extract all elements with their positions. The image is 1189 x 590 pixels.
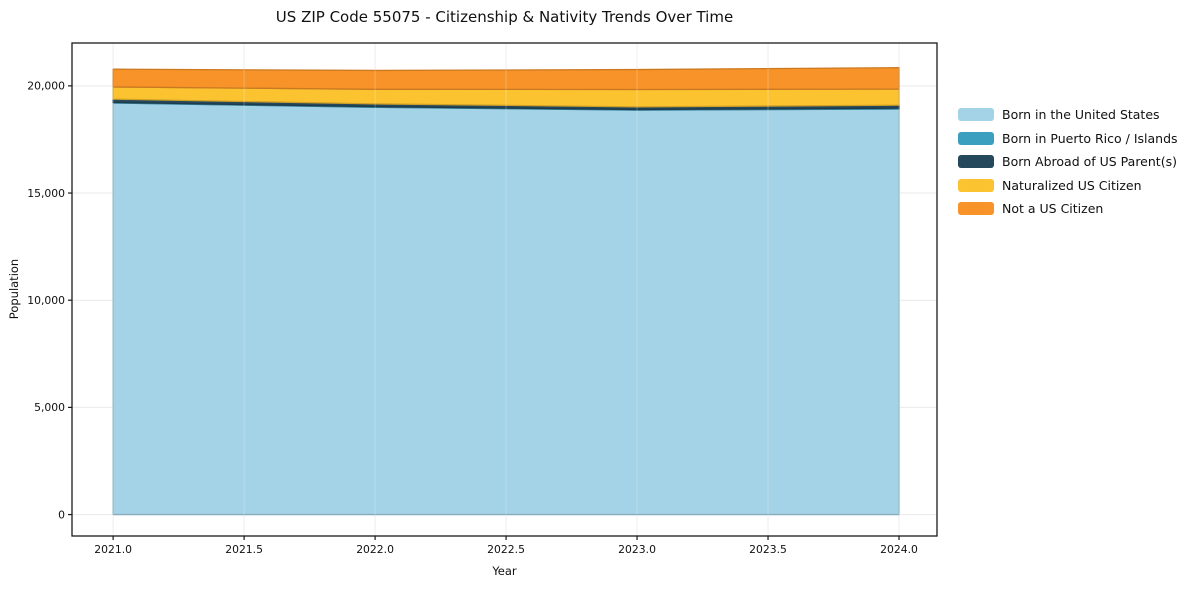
x-tick-label: 2023.5	[749, 543, 787, 556]
legend-swatch	[958, 155, 994, 169]
legend-item: Born Abroad of US Parent(s)	[958, 150, 1178, 174]
chart-title: US ZIP Code 55075 - Citizenship & Nativi…	[275, 8, 734, 26]
y-tick-label: 20,000	[27, 80, 65, 93]
x-tick-label: 2021.5	[225, 543, 263, 556]
y-tick-label: 0	[58, 508, 65, 521]
x-tick-label: 2022.0	[356, 543, 394, 556]
x-tick-label: 2024.0	[880, 543, 918, 556]
x-axis-label: Year	[492, 564, 517, 578]
legend-swatch	[958, 178, 994, 192]
legend-swatch	[958, 108, 994, 122]
legend-label: Born in Puerto Rico / Islands	[1002, 130, 1178, 146]
y-tick-label: 10,000	[27, 294, 65, 307]
legend-swatch	[958, 202, 994, 216]
legend-item: Not a US Citizen	[958, 197, 1178, 221]
legend-label: Not a US Citizen	[1002, 201, 1104, 217]
legend: Born in the United States Born in Puerto …	[958, 103, 1178, 221]
y-tick-label: 5,000	[34, 401, 65, 414]
legend-label: Born in the United States	[1002, 107, 1160, 123]
y-tick-label: 15,000	[27, 187, 65, 200]
legend-item: Naturalized US Citizen	[958, 174, 1178, 198]
area-not-a-us-citizen	[112, 67, 900, 91]
x-tick-label: 2022.5	[487, 543, 525, 556]
legend-item: Born in Puerto Rico / Islands	[958, 127, 1178, 151]
legend-item: Born in the United States	[958, 103, 1178, 127]
plot-frame	[71, 42, 938, 537]
legend-label: Naturalized US Citizen	[1002, 177, 1142, 193]
x-tick-label: 2023.0	[618, 543, 656, 556]
x-tick-label: 2021.0	[94, 543, 132, 556]
legend-label: Born Abroad of US Parent(s)	[1002, 154, 1177, 170]
legend-swatch	[958, 131, 994, 145]
